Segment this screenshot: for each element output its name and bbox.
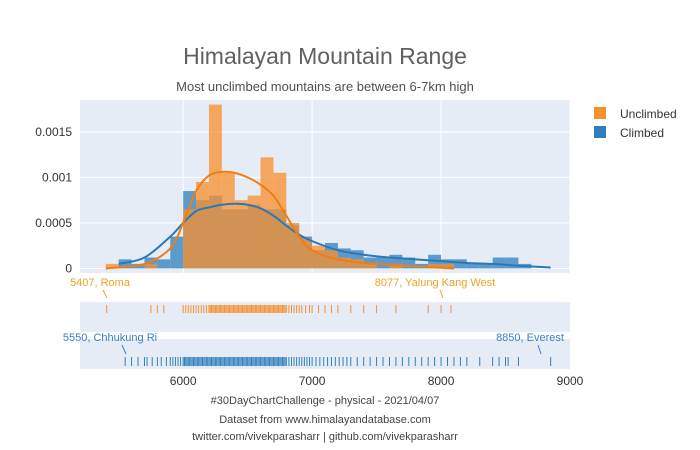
bar-unclimbed[interactable] xyxy=(325,250,338,269)
rug-unclimbed-min-label: 5407, Roma xyxy=(70,277,131,289)
x-tick-labels: 6000 7000 8000 9000 xyxy=(170,374,584,388)
bar-unclimbed[interactable] xyxy=(260,157,274,269)
x-tick-label: 7000 xyxy=(299,374,326,388)
legend-climbed-swatch[interactable] xyxy=(594,126,606,138)
rug-plots xyxy=(106,305,552,366)
x-tick-label: 6000 xyxy=(170,374,197,388)
bar-climbed[interactable] xyxy=(479,263,493,269)
bar-unclimbed[interactable] xyxy=(208,104,222,269)
bar-unclimbed[interactable] xyxy=(428,263,442,269)
bar-unclimbed[interactable] xyxy=(350,259,364,269)
chart-subtitle: Most unclimbed mountains are between 6-7… xyxy=(176,79,474,94)
legend-climbed-label[interactable]: Climbed xyxy=(620,126,664,140)
y-tick-labels: 0 0.0005 0.001 0.0015 xyxy=(35,125,72,276)
bar-unclimbed[interactable] xyxy=(337,257,351,269)
x-tick-label: 9000 xyxy=(557,374,584,388)
bar-climbed[interactable] xyxy=(441,259,454,269)
rug-unclimbed-min-arrow xyxy=(102,289,108,299)
footer-line-1: #30DayChartChallenge - physical - 2021/0… xyxy=(211,395,440,407)
chart-title: Himalayan Mountain Range xyxy=(183,43,467,69)
rug-climbed-min-label: 5550, Chhukung Ri xyxy=(63,332,157,344)
legend-unclimbed-label[interactable]: Unclimbed xyxy=(620,107,677,121)
bar-unclimbed[interactable] xyxy=(312,245,325,269)
bar-unclimbed[interactable] xyxy=(286,222,300,269)
kde-climbed-line xyxy=(118,202,551,269)
bar-climbed[interactable] xyxy=(170,236,184,269)
bar-climbed[interactable] xyxy=(402,257,416,269)
bar-climbed[interactable] xyxy=(453,259,467,269)
bar-climbed[interactable] xyxy=(505,257,519,269)
bar-unclimbed[interactable] xyxy=(299,238,313,269)
bars-unclimbed xyxy=(105,104,454,269)
kde-unclimbed-line xyxy=(105,170,455,270)
x-tick-label: 8000 xyxy=(428,374,455,388)
bar-climbed[interactable] xyxy=(144,257,158,269)
bar-unclimbed[interactable] xyxy=(221,172,235,269)
footer-line-2: Dataset from www.himalayandatabase.com xyxy=(219,414,431,426)
rug-climbed-annotations: 5550, Chhukung Ri 8850, Everest xyxy=(63,332,564,355)
legend: Unclimbed Climbed xyxy=(594,107,677,140)
y-tick-label: 0.001 xyxy=(42,170,72,184)
bar-unclimbed[interactable] xyxy=(234,200,248,269)
rug-climbed-max-label: 8850, Everest xyxy=(496,332,564,344)
bar-unclimbed[interactable] xyxy=(247,195,261,269)
bar-climbed[interactable] xyxy=(376,256,390,269)
rug-unclimbed-max-label: 8077, Yalung Kang West xyxy=(375,277,495,289)
bar-climbed[interactable] xyxy=(157,259,171,269)
rug-unclimbed-max-arrow xyxy=(439,289,444,299)
bar-unclimbed[interactable] xyxy=(363,263,377,269)
kde-curves xyxy=(105,170,551,270)
bar-unclimbed[interactable] xyxy=(105,263,119,269)
y-tick-label: 0.0005 xyxy=(35,216,72,230)
bar-unclimbed[interactable] xyxy=(441,263,454,269)
bar-climbed[interactable] xyxy=(466,263,480,269)
bar-unclimbed[interactable] xyxy=(144,263,158,269)
bar-unclimbed[interactable] xyxy=(183,209,197,269)
rug-climbed-max-arrow xyxy=(537,344,542,355)
rug-unclimbed-annotations: 5407, Roma 8077, Yalung Kang West xyxy=(70,277,495,299)
bar-unclimbed[interactable] xyxy=(196,181,209,269)
bar-climbed[interactable] xyxy=(492,257,506,269)
y-tick-label: 0 xyxy=(65,261,72,275)
rug-climbed-min-arrow xyxy=(121,344,127,355)
bar-climbed[interactable] xyxy=(118,259,132,269)
y-tick-label: 0.0015 xyxy=(35,125,72,139)
footer-line-3: twitter.com/vivekparasharr | github.com/… xyxy=(192,431,458,443)
legend-unclimbed-swatch[interactable] xyxy=(594,107,606,119)
